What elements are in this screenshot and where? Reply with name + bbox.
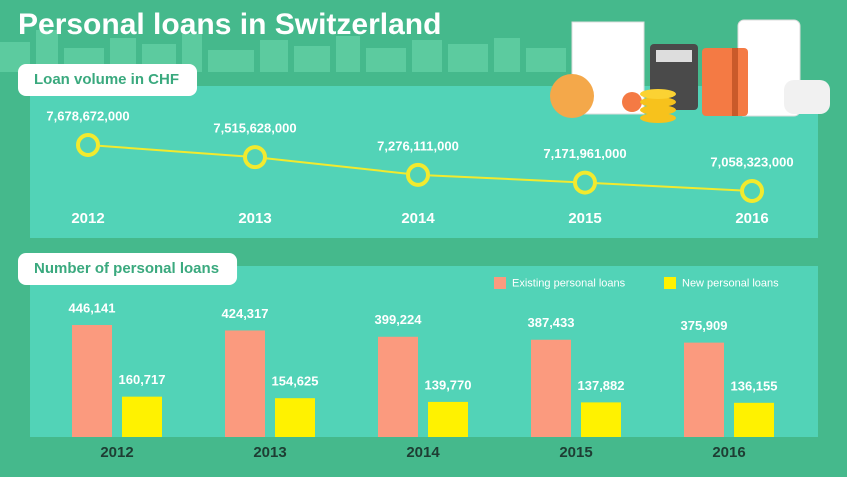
value-label: 160,717: [119, 372, 166, 387]
bar: [122, 396, 162, 437]
value-label: 7,058,323,000: [710, 154, 793, 169]
section-label-bg: [18, 253, 238, 285]
legend-swatch: [664, 277, 676, 289]
value-label: 7,276,111,000: [377, 138, 459, 153]
value-label: 424,317: [222, 306, 269, 321]
point: [243, 145, 267, 170]
x-tick-label: 2014: [406, 444, 440, 461]
page-title: Personal loans in Switzerland: [18, 8, 441, 41]
value-label: 7,515,628,000: [213, 121, 296, 136]
legend-swatch: [494, 277, 506, 289]
legend-label: New personal loans: [682, 277, 779, 289]
bar: [734, 402, 774, 437]
x-tick-label: 2013: [238, 210, 271, 227]
point: [740, 179, 764, 203]
legend-label: Existing personal loans: [512, 277, 626, 289]
bar: [378, 336, 418, 437]
x-tick-label: 2015: [568, 210, 601, 227]
bar: [531, 339, 571, 437]
value-label: 7,678,672,000: [46, 108, 129, 123]
section-label: Number of personal loans: [34, 260, 219, 277]
x-tick-label: 2016: [735, 210, 768, 227]
section-label-bg: [18, 64, 198, 96]
x-tick-label: 2012: [71, 210, 104, 227]
value-label: 446,141: [69, 300, 116, 315]
value-label: 399,224: [375, 312, 423, 327]
value-label: 375,909: [681, 318, 728, 333]
section-label: Loan volume in CHF: [34, 71, 179, 88]
bar: [581, 402, 621, 437]
x-tick-label: 2013: [253, 444, 286, 461]
value-label: 154,625: [272, 374, 319, 389]
panel: [30, 86, 818, 238]
bar: [72, 325, 112, 437]
x-tick-label: 2014: [401, 210, 435, 227]
x-tick-label: 2015: [559, 444, 592, 461]
value-label: 136,155: [731, 378, 778, 393]
x-tick-label: 2012: [100, 444, 133, 461]
value-label: 137,882: [578, 378, 625, 393]
point: [573, 170, 597, 195]
footer-strip: [0, 437, 847, 477]
x-tick-label: 2016: [712, 444, 745, 461]
value-label: 7,171,961,000: [543, 146, 626, 161]
value-label: 387,433: [528, 315, 575, 330]
bar: [275, 398, 315, 437]
point: [406, 162, 430, 187]
point: [76, 133, 100, 157]
value-label: 139,770: [425, 377, 472, 392]
bar: [225, 330, 265, 437]
illustration: [550, 19, 830, 123]
bar: [684, 342, 724, 437]
bar: [428, 401, 468, 437]
